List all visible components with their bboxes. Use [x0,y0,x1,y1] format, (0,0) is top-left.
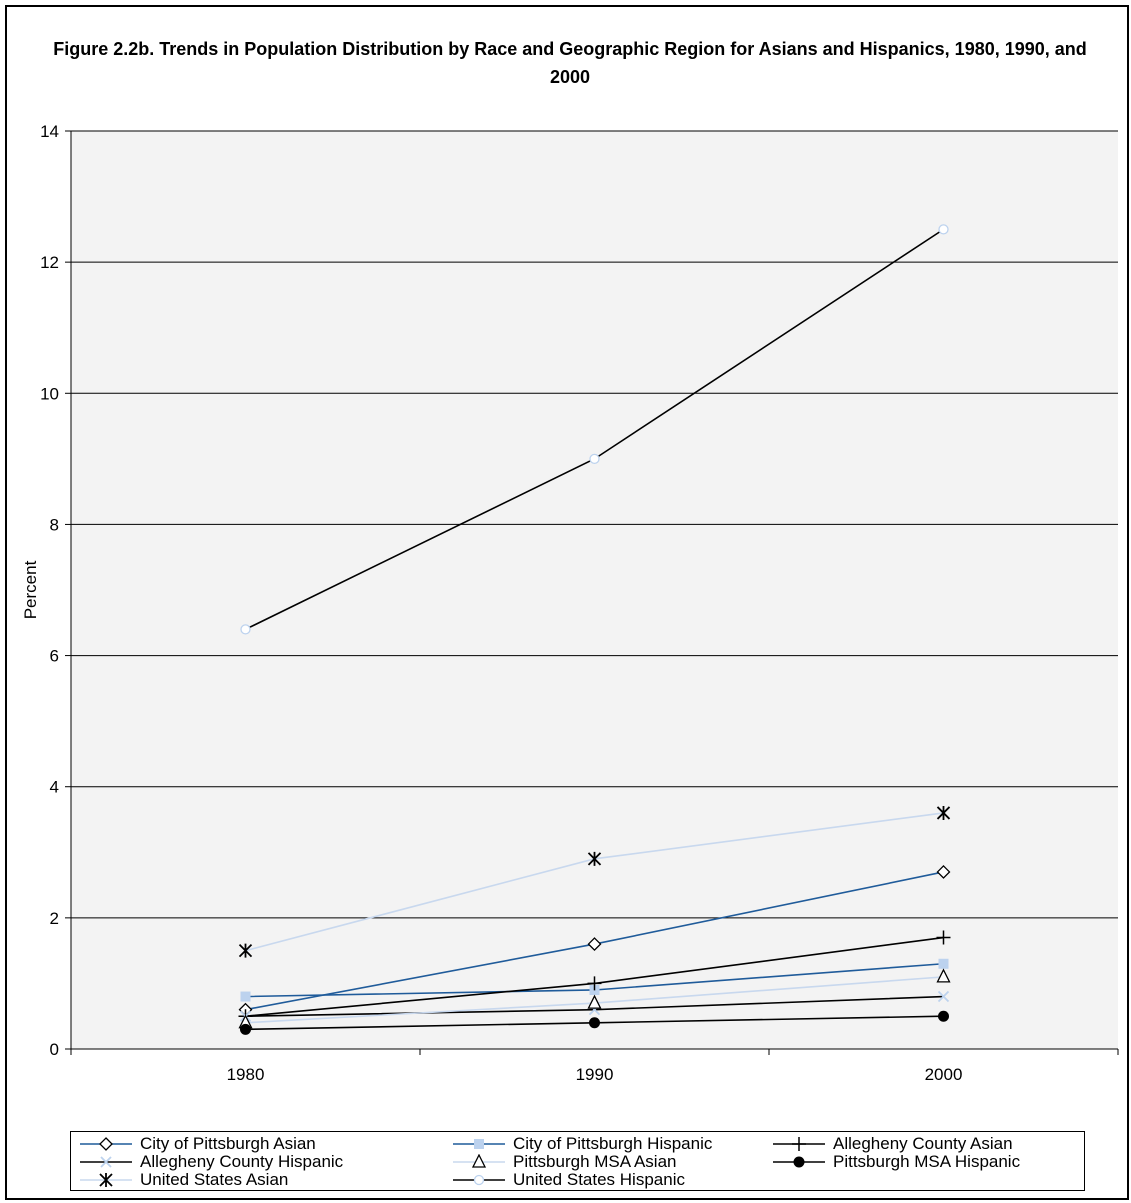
y-tick-label: 2 [50,909,59,928]
legend-marker [474,1139,484,1149]
legend-label: City of Pittsburgh Hispanic [513,1134,713,1153]
legend-item: City of Pittsburgh Hispanic [451,1134,712,1154]
x-tick-label: 2000 [925,1065,963,1084]
series-5 [240,1010,949,1035]
data-point [238,943,253,958]
data-point [589,1017,600,1029]
legend-swatch [80,1137,132,1151]
legend-marker [473,1174,485,1186]
legend-label: Pittsburgh MSA Asian [513,1152,677,1171]
data-point [240,624,251,635]
data-point [240,991,251,1002]
data-point [938,958,949,969]
series-6 [238,805,951,958]
x-tick-label: 1980 [227,1065,265,1084]
legend-label: Allegheny County Hispanic [140,1152,344,1171]
legend-swatch [453,1174,505,1186]
legend-marker [792,1137,806,1151]
data-point [936,930,951,945]
y-tick-label: 0 [50,1040,59,1059]
data-point [938,224,949,235]
x-tick-label: 1990 [576,1065,614,1084]
legend-item: Pittsburgh MSA Asian [451,1152,676,1172]
data-point [587,994,602,1009]
legend-marker [99,1173,113,1187]
legend-item: Allegheny County Hispanic [78,1152,343,1172]
legend-item: United States Hispanic [451,1170,685,1190]
y-tick-label: 4 [50,778,59,797]
legend-marker [471,1154,487,1168]
legend-item: Pittsburgh MSA Hispanic [771,1152,1020,1172]
legend-swatch [80,1173,132,1187]
legend-label: United States Hispanic [513,1170,685,1189]
line-chart: 0 2 4 6 8 10 12 14 1980 1990 2000 Percent [21,122,1119,1084]
chart-title: Figure 2.2b. Trends in Population Distri… [53,39,1087,87]
data-point [587,976,602,991]
legend-item: Allegheny County Asian [771,1134,1013,1154]
legend-marker [100,1156,112,1168]
data-point [938,1010,949,1022]
data-point [587,937,602,952]
y-tick-label: 14 [40,122,59,141]
data-point [587,851,602,866]
legend-label: United States Asian [140,1170,289,1189]
legend-marker [793,1156,805,1168]
y-tick-label: 10 [40,384,59,403]
series-0 [238,865,951,1017]
data-point [937,990,950,1003]
legend-item: City of Pittsburgh Asian [78,1134,316,1154]
legend-swatch [453,1139,505,1149]
data-point [589,453,600,465]
chart-legend: City of Pittsburgh Asian City of Pittsbur… [70,1131,1085,1191]
y-tick-label: 12 [40,253,59,272]
y-tick-label: 8 [50,515,59,534]
legend-marker [99,1137,113,1151]
legend-swatch [773,1156,825,1168]
y-tick-label: 6 [50,647,59,666]
legend-swatch [80,1156,132,1168]
plot-area [71,131,1118,1049]
data-point [936,968,951,983]
legend-label: City of Pittsburgh Asian [140,1134,316,1153]
data-point [936,865,951,879]
legend-label: Allegheny County Asian [833,1134,1013,1153]
y-axis-label: Percent [21,560,40,619]
legend-swatch [773,1137,825,1151]
legend-swatch [453,1154,505,1168]
series-7 [240,224,949,635]
data-point [936,805,951,820]
legend-item: United States Asian [78,1170,288,1190]
data-point [240,1023,251,1035]
legend-label: Pittsburgh MSA Hispanic [833,1152,1021,1171]
